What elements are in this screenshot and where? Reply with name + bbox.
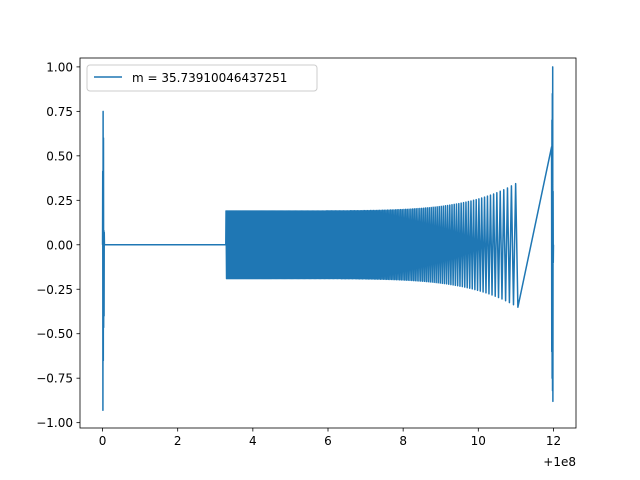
x-tick-label: 6 [324, 434, 332, 448]
y-tick-label: 1.00 [46, 60, 73, 74]
legend: m = 35.73910046437251 [86, 64, 318, 92]
x-tick-label: 4 [249, 434, 257, 448]
x-axis: 0 2 4 6 8 10 12 [99, 428, 561, 448]
y-tick-label: 0.25 [46, 194, 73, 208]
y-tick-label: −1.00 [36, 416, 73, 430]
legend-box [86, 64, 318, 92]
y-tick-label: −0.50 [36, 327, 73, 341]
y-tick-label: 0.75 [46, 105, 73, 119]
legend-label: m = 35.73910046437251 [132, 71, 287, 85]
x-tick-label: 12 [546, 434, 561, 448]
y-tick-label: −0.25 [36, 283, 73, 297]
x-tick-label: 8 [399, 434, 407, 448]
x-tick-label: 0 [99, 434, 107, 448]
y-tick-label: 0.00 [46, 238, 73, 252]
series-layer [101, 66, 555, 411]
x-tick-label: 10 [471, 434, 486, 448]
x-tick-label: 2 [174, 434, 182, 448]
x-offset-label: +1e8 [543, 455, 576, 469]
y-axis: −1.00 −0.75 −0.50 −0.25 0.00 0.25 0.50 0.75 1.00 [36, 60, 80, 430]
y-tick-label: 0.50 [46, 149, 73, 163]
series-line [101, 66, 555, 411]
y-tick-label: −0.75 [36, 372, 73, 386]
